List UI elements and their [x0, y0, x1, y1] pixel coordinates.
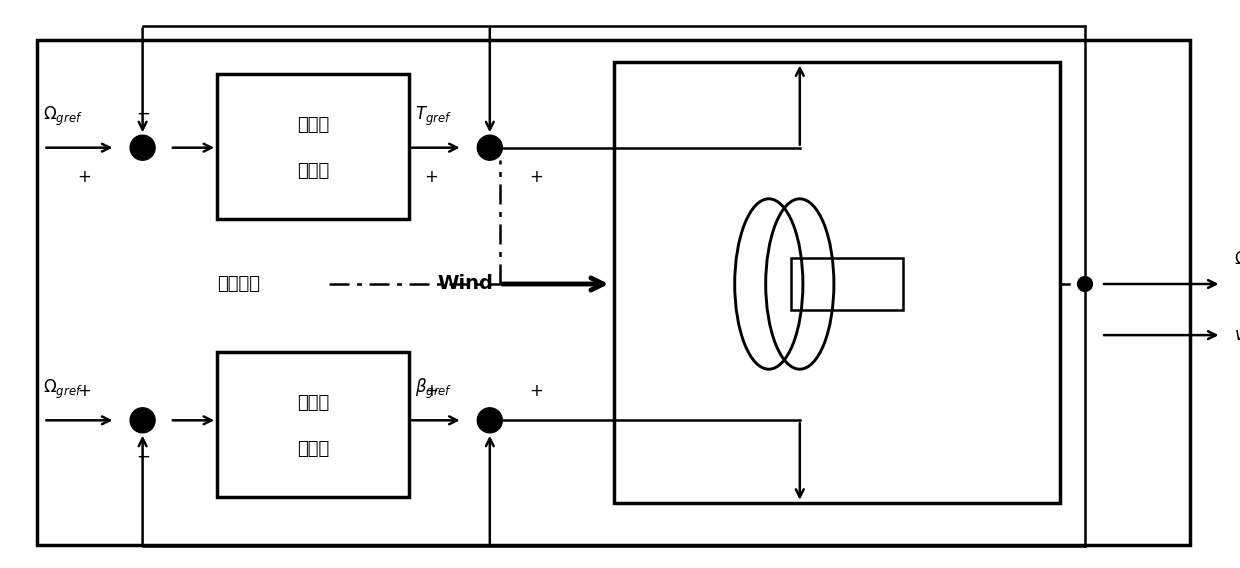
Text: $v$: $v$: [1234, 327, 1240, 344]
Bar: [217, 352, 409, 497]
Text: $+$: $+$: [424, 168, 439, 186]
Circle shape: [477, 135, 502, 160]
Text: 桨距环: 桨距环: [296, 394, 330, 412]
Text: $\Omega_{gref}$: $\Omega_{gref}$: [43, 378, 83, 400]
Text: Wind: Wind: [438, 274, 494, 294]
Text: $+$: $+$: [528, 382, 543, 400]
Text: 控制器: 控制器: [296, 162, 330, 180]
Text: $+$: $+$: [424, 382, 439, 400]
Bar: [791, 258, 903, 310]
Text: $+$: $+$: [528, 168, 543, 186]
Circle shape: [1078, 277, 1092, 291]
Text: $T_{gref}$: $T_{gref}$: [415, 105, 453, 128]
Bar: [37, 40, 1190, 545]
Text: $\Omega_{gref}$: $\Omega_{gref}$: [43, 105, 83, 128]
Text: 转矩环: 转矩环: [296, 115, 330, 133]
Text: 激励信号: 激励信号: [217, 275, 260, 293]
Bar: [217, 74, 409, 219]
Text: $\Omega_g$: $\Omega_g$: [1234, 250, 1240, 273]
Text: $-$: $-$: [135, 103, 150, 122]
Text: $-$: $-$: [135, 446, 150, 465]
Circle shape: [477, 408, 502, 433]
Text: $+$: $+$: [77, 168, 92, 186]
Text: $\beta_{gref}$: $\beta_{gref}$: [415, 377, 453, 401]
Circle shape: [130, 135, 155, 160]
Text: $+$: $+$: [77, 382, 92, 400]
Circle shape: [130, 408, 155, 433]
Text: 控制器: 控制器: [296, 440, 330, 458]
Bar: [614, 62, 1060, 503]
